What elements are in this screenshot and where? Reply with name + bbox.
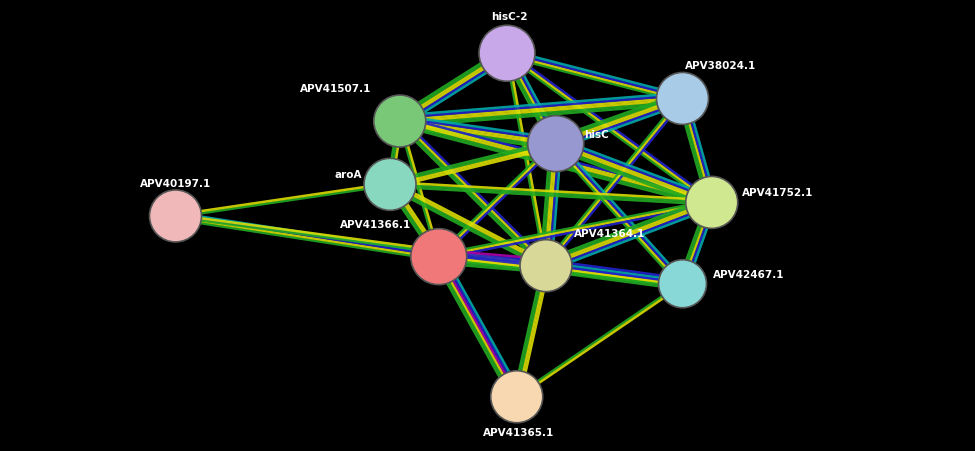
Text: hisC: hisC [584,129,608,139]
Circle shape [520,240,572,292]
Circle shape [658,260,707,308]
Circle shape [364,159,416,211]
Text: APV41507.1: APV41507.1 [300,84,371,94]
Circle shape [490,371,543,423]
Circle shape [527,116,584,172]
Circle shape [410,229,467,285]
Circle shape [373,96,426,148]
Text: APV38024.1: APV38024.1 [684,61,756,71]
Text: APV41365.1: APV41365.1 [484,427,555,437]
Text: APV42467.1: APV42467.1 [713,269,784,279]
Circle shape [479,26,535,82]
Text: APV41752.1: APV41752.1 [742,188,813,198]
Text: APV41366.1: APV41366.1 [339,219,410,229]
Text: hisC-2: hisC-2 [490,12,527,22]
Circle shape [149,190,202,243]
Text: aroA: aroA [334,170,362,180]
Text: APV40197.1: APV40197.1 [139,179,212,189]
Circle shape [656,73,709,125]
Circle shape [685,177,738,229]
Text: APV41364.1: APV41364.1 [574,228,645,238]
